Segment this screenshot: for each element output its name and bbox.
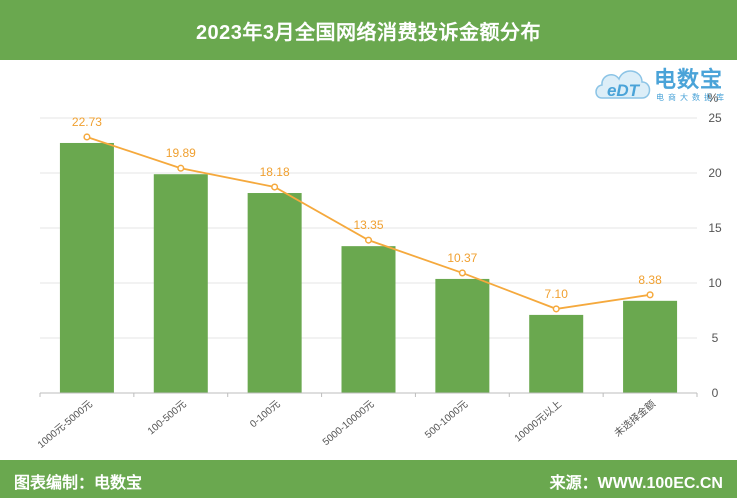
bar bbox=[247, 193, 302, 393]
trend-point bbox=[458, 269, 466, 277]
x-tick-label: 未选择金额 bbox=[611, 397, 658, 439]
cloud-icon: eDT bbox=[595, 70, 651, 100]
footer-credit: 图表编制：电数宝 bbox=[14, 475, 143, 492]
data-label: 10.37 bbox=[447, 251, 477, 265]
bar bbox=[623, 300, 678, 393]
y-tick-label: 15 bbox=[708, 221, 722, 235]
trend-point bbox=[552, 305, 560, 313]
chart-header: 2023年3月全国网络消费投诉金额分布 bbox=[0, 0, 737, 60]
chart-title: 2023年3月全国网络消费投诉金额分布 bbox=[195, 21, 542, 44]
y-unit-label: % bbox=[708, 91, 719, 105]
data-label: 13.35 bbox=[353, 218, 383, 232]
x-tick-label: 1000元-5000元 bbox=[36, 399, 95, 451]
logo-mark: eDT bbox=[607, 81, 641, 100]
data-label: 7.10 bbox=[545, 287, 569, 301]
x-tick-label: 10000元以上 bbox=[512, 398, 564, 444]
data-label: 22.73 bbox=[72, 115, 102, 129]
chart-footer: 图表编制：电数宝 来源：WWW.100EC.CN bbox=[0, 460, 737, 498]
trend-line bbox=[83, 133, 654, 313]
bar bbox=[153, 174, 208, 393]
data-label: 18.18 bbox=[260, 165, 290, 179]
trend-point bbox=[646, 291, 654, 299]
footer-source: 来源：WWW.100EC.CN bbox=[549, 475, 723, 492]
logo-subtitle: 电商大数据库 bbox=[656, 93, 728, 102]
data-labels: 22.73 19.89 18.18 13.35 10.37 7.10 8.38 bbox=[72, 115, 662, 301]
trend-point bbox=[364, 236, 373, 244]
trend-point bbox=[83, 133, 91, 141]
brand-logo: eDT 电数宝 电商大数据库 bbox=[592, 58, 732, 106]
y-tick-label: 10 bbox=[708, 276, 722, 290]
bar bbox=[529, 314, 584, 393]
x-tick-label: 5000-10000元 bbox=[321, 399, 377, 448]
bars bbox=[59, 142, 678, 393]
bar bbox=[341, 246, 396, 393]
y-tick-label: 5 bbox=[712, 331, 719, 345]
data-label: 8.38 bbox=[638, 273, 662, 287]
y-tick-label: 25 bbox=[708, 111, 722, 125]
y-tick-label: 0 bbox=[712, 386, 719, 400]
x-tick-label: 500-1000元 bbox=[423, 399, 470, 441]
logo-brand: 电数宝 bbox=[654, 67, 724, 92]
bar bbox=[59, 142, 114, 393]
trend-point bbox=[271, 183, 279, 191]
data-label: 19.89 bbox=[166, 146, 196, 160]
bar bbox=[435, 278, 490, 393]
x-tick-label: 0-100元 bbox=[248, 399, 282, 430]
x-tick-label: 100-500元 bbox=[146, 399, 189, 437]
trend-point bbox=[177, 164, 185, 172]
y-tick-label: 20 bbox=[708, 166, 722, 180]
